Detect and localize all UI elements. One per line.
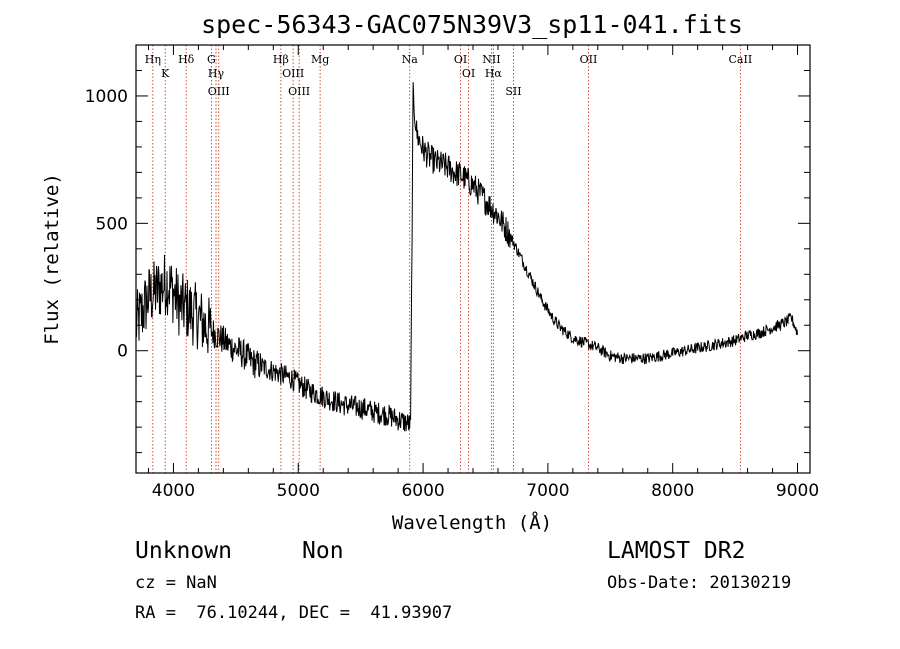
spectrum-series-layer <box>135 81 798 432</box>
plot-frame <box>135 44 811 474</box>
y-tick-label-1000: 1000 <box>85 87 128 107</box>
y-axis-ticks: 0 500 1000 <box>85 69 810 454</box>
line-marker-label-12: OI <box>462 67 475 80</box>
line-marker-label-7: OIII <box>282 67 304 80</box>
cz-value: cz = NaN <box>135 573 217 593</box>
x-tick-label-8000: 8000 <box>651 481 694 501</box>
line-marker-label-16: OII <box>580 53 598 66</box>
line-marker-label-0: Hη <box>145 53 161 66</box>
line-marker-label-3: G <box>207 53 216 66</box>
line-marker-label-14: Hα <box>485 67 503 80</box>
line-marker-label-8: OIII <box>288 85 310 98</box>
line-marker-label-17: CaII <box>729 53 753 66</box>
class-label: Unknown <box>135 538 232 564</box>
line-marker-label-1: K <box>161 67 170 80</box>
y-axis-label: Flux (relative) <box>41 173 63 345</box>
line-marker-label-15: SII <box>505 85 521 98</box>
x-tick-label-7000: 7000 <box>526 481 569 501</box>
x-tick-label-4000: 4000 <box>152 481 195 501</box>
line-marker-label-9: Mg <box>311 53 329 66</box>
x-tick-label-5000: 5000 <box>277 481 320 501</box>
spectrum-line <box>135 81 798 432</box>
x-axis-ticks: 4000 5000 6000 7000 8000 9000 <box>147 45 819 501</box>
line-marker-label-2: Hδ <box>178 53 195 66</box>
y-tick-label-500: 500 <box>96 214 128 234</box>
line-marker-label-13: NII <box>482 53 500 66</box>
line-marker-label-10: Na <box>402 53 419 66</box>
obs-date: Obs-Date: 20130219 <box>607 573 792 593</box>
x-axis-label: Wavelength (Å) <box>392 511 552 534</box>
x-tick-label-6000: 6000 <box>401 481 444 501</box>
y-tick-label-0: 0 <box>117 342 128 362</box>
line-marker-label-4: Hγ <box>208 67 225 80</box>
line-marker-label-5: OIII <box>208 85 230 98</box>
survey-label: LAMOST DR2 <box>607 538 746 564</box>
chart-title: spec-56343-GAC075N39V3_sp11-041.fits <box>201 10 743 39</box>
line-marker-label-6: Hβ <box>273 53 289 66</box>
x-tick-label-9000: 9000 <box>776 481 819 501</box>
coordinates: RA = 76.10244, DEC = 41.93907 <box>135 603 453 623</box>
line-marker-label-11: OI <box>454 53 467 66</box>
subclass-label: Non <box>302 538 344 564</box>
